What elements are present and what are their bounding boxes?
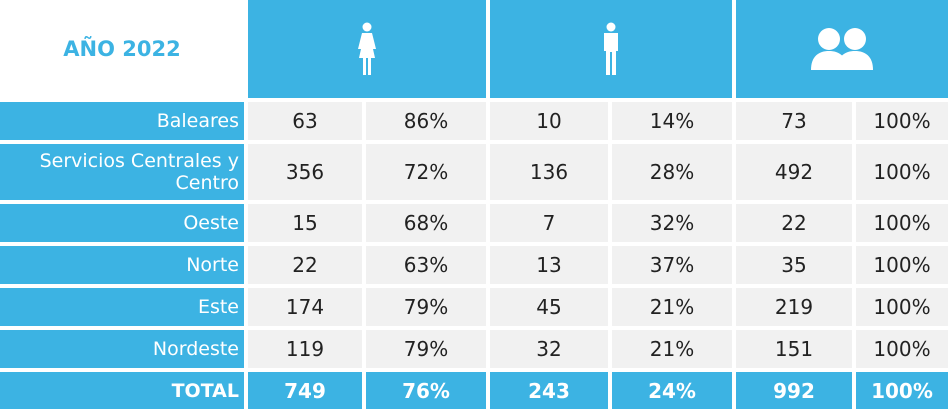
data-cell: 79%: [366, 288, 486, 326]
data-cell: 992: [736, 372, 852, 409]
data-cell: 72%: [366, 144, 486, 200]
total-header: [736, 0, 948, 98]
data-cell: 100%: [856, 246, 948, 284]
row-label: Norte: [0, 246, 244, 284]
data-cell: 21%: [612, 288, 732, 326]
data-cell: 100%: [856, 330, 948, 368]
data-cell: 100%: [856, 288, 948, 326]
data-cell: 100%: [856, 372, 948, 409]
female-icon: [358, 22, 376, 75]
data-cell: 45: [490, 288, 608, 326]
data-cell: 63: [248, 102, 362, 140]
data-cell: 492: [736, 144, 852, 200]
data-cell: 35: [736, 246, 852, 284]
data-cell: 749: [248, 372, 362, 409]
row-label: TOTAL: [0, 372, 244, 409]
data-cell: 243: [490, 372, 608, 409]
data-cell: 86%: [366, 102, 486, 140]
data-cell: 100%: [856, 204, 948, 242]
row-label: Oeste: [0, 204, 244, 242]
row-label: Este: [0, 288, 244, 326]
data-cell: 68%: [366, 204, 486, 242]
female-header: [248, 0, 486, 98]
data-cell: 136: [490, 144, 608, 200]
row-label: Servicios Centrales y Centro: [0, 144, 244, 200]
data-cell: 22: [248, 246, 362, 284]
data-cell: 24%: [612, 372, 732, 409]
data-cell: 32: [490, 330, 608, 368]
data-cell: 76%: [366, 372, 486, 409]
data-cell: 15: [248, 204, 362, 242]
data-cell: 14%: [612, 102, 732, 140]
data-cell: 73: [736, 102, 852, 140]
data-cell: 356: [248, 144, 362, 200]
table-title: AÑO 2022: [0, 0, 244, 98]
data-cell: 22: [736, 204, 852, 242]
data-cell: 10: [490, 102, 608, 140]
male-icon: [604, 22, 618, 75]
row-label: Baleares: [0, 102, 244, 140]
row-label: Nordeste: [0, 330, 244, 368]
data-cell: 21%: [612, 330, 732, 368]
data-cell: 174: [248, 288, 362, 326]
data-cell: 28%: [612, 144, 732, 200]
data-cell: 7: [490, 204, 608, 242]
data-cell: 100%: [856, 102, 948, 140]
data-cell: 219: [736, 288, 852, 326]
data-cell: 37%: [612, 246, 732, 284]
data-cell: 79%: [366, 330, 486, 368]
data-cell: 13: [490, 246, 608, 284]
data-cell: 119: [248, 330, 362, 368]
data-cell: 63%: [366, 246, 486, 284]
group-icon: [811, 28, 873, 70]
male-header: [490, 0, 732, 98]
data-cell: 100%: [856, 144, 948, 200]
data-cell: 32%: [612, 204, 732, 242]
data-cell: 151: [736, 330, 852, 368]
